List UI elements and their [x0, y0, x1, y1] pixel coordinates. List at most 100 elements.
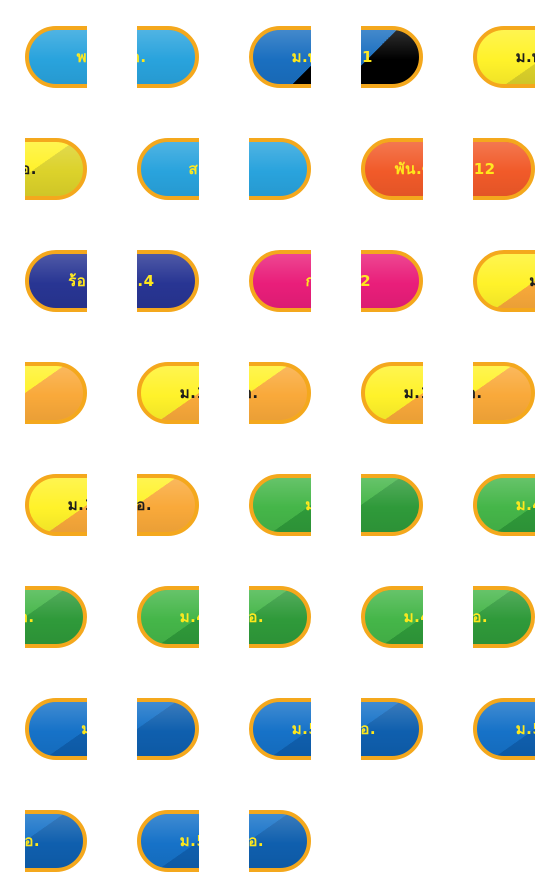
sticker-label: .1 รอ. — [249, 384, 259, 402]
sticker-label: ม.4 พัน — [179, 608, 199, 626]
sticker-tile[interactable]: กอง — [249, 250, 311, 312]
sticker-badge: 7 รอ.1 — [361, 26, 423, 88]
sticker-label: พล.12 — [361, 272, 372, 290]
sticker-label: ม.1 — [485, 254, 535, 308]
sticker-tile[interactable]: .24 รอ. — [249, 810, 311, 872]
sticker-badge: ม.1 พัน — [361, 362, 423, 424]
sticker-tile[interactable]: ม.4 — [249, 474, 311, 536]
sticker-badge: .24 รอ. — [249, 810, 311, 872]
sticker-label: รอ. — [361, 478, 405, 532]
sticker-tile[interactable]: ม.1 — [473, 250, 535, 312]
sticker-label: ม.4 พัน — [403, 608, 423, 626]
sticker-tile[interactable]: ม.4 พัน — [473, 474, 535, 536]
sticker-label: ม.1 พัน — [403, 384, 423, 402]
sticker-tile[interactable]: 29 รอ. — [25, 138, 87, 200]
sticker-label: ม.5 พัน — [179, 832, 199, 850]
sticker-badge: .12 — [249, 138, 311, 200]
sticker-tile[interactable]: .25 รอ. — [473, 586, 535, 648]
sticker-label: รม.สม.12 — [473, 160, 496, 178]
sticker-tile[interactable]: ม.1 พัน — [361, 362, 423, 424]
sticker-tile[interactable]: ม.1 พัน — [25, 474, 87, 536]
sticker-badge: ม.พัน.2 — [473, 26, 535, 88]
sticker-tile[interactable]: .2 รอ. — [137, 26, 199, 88]
sticker-tile[interactable]: รอ. — [137, 698, 199, 760]
sticker-label: 7 รอ.1 — [361, 48, 373, 66]
sticker-label: ม.5 พัน — [515, 720, 535, 738]
sticker-tile[interactable]: .3 รอ. — [473, 362, 535, 424]
sticker-tile[interactable]: พล.ม — [25, 26, 87, 88]
sticker-tile[interactable]: .17 รอ. — [137, 474, 199, 536]
sticker-label: ม.5 พัน — [291, 720, 311, 738]
sticker-label: ม.พัน.2 — [291, 48, 311, 66]
sticker-badge: .20 รอ. — [361, 698, 423, 760]
sticker-tile[interactable]: .23 รอ. — [25, 810, 87, 872]
sticker-label: ม.4 พัน — [515, 496, 535, 514]
sticker-badge: รอ. — [25, 362, 87, 424]
sticker-tile[interactable]: ม.1 พัน — [137, 362, 199, 424]
sticker-badge: .11 รอ. — [249, 586, 311, 648]
sticker-badge: รอ. — [361, 474, 423, 536]
sticker-tile[interactable]: ร้อย.สท — [25, 250, 87, 312]
sticker-badge: ม.1 พัน — [137, 362, 199, 424]
sticker-tile[interactable]: .12 — [249, 138, 311, 200]
sticker-label: ม.1 พัน — [67, 496, 87, 514]
sticker-badge: ม.4 พัน — [361, 586, 423, 648]
sticker-tile[interactable]: พล.12 — [361, 250, 423, 312]
sticker-label: .17 รอ. — [137, 496, 153, 514]
sticker-tile[interactable]: รม.สม.12 — [473, 138, 535, 200]
sticker-label: ม.4 — [261, 478, 311, 532]
sticker-label: .12 — [249, 142, 293, 196]
sticker-label: กอง — [261, 254, 311, 308]
sticker-label: ส.พัน — [188, 160, 200, 178]
sticker-tile[interactable]: ม.4 พัน — [361, 586, 423, 648]
sticker-label: ม.1 พัน — [179, 384, 199, 402]
sticker-badge: ม.1 — [473, 250, 535, 312]
sticker-badge: ร้อย.สท — [25, 250, 87, 312]
sticker-badge: ม.4 พัน — [137, 586, 199, 648]
sticker-tile[interactable]: .20 รอ. — [361, 698, 423, 760]
sticker-badge: พัน.ซบร.ก — [361, 138, 423, 200]
sticker-badge: ม.1 พัน — [25, 474, 87, 536]
sticker-badge: .25 รอ. — [473, 586, 535, 648]
sticker-label: .24 รอ. — [249, 832, 265, 850]
sticker-badge: ม.4 พัน — [473, 474, 535, 536]
sticker-badge: พล.12 — [361, 250, 423, 312]
sticker-label: รอ. — [25, 366, 69, 420]
sticker-label: 29 รอ. — [25, 160, 37, 178]
sticker-tile[interactable]: ม.5 พัน — [249, 698, 311, 760]
sticker-label: .5 รอ. — [25, 608, 35, 626]
sticker-label: .20 รอ. — [361, 720, 377, 738]
sticker-tile[interactable]: ม.พัน.2 — [249, 26, 311, 88]
sticker-badge: ส.พัน — [137, 138, 199, 200]
sticker-tile[interactable]: รอ. — [25, 362, 87, 424]
sticker-badge: ม.พัน.2 — [249, 26, 311, 88]
sticker-tile[interactable]: ส.พัน — [137, 138, 199, 200]
sticker-label: .11 รอ. — [249, 608, 265, 626]
sticker-tile[interactable]: รอ. — [361, 474, 423, 536]
sticker-tile[interactable]: ม.5 พัน — [473, 698, 535, 760]
sticker-tile[interactable]: .11 รอ. — [249, 586, 311, 648]
sticker-label: ร้อย.สท — [68, 272, 87, 290]
sticker-tile[interactable]: พัน.ซบร.ก — [361, 138, 423, 200]
sticker-badge: พล.ม — [25, 26, 87, 88]
sticker-label: ม.พัน.2 — [515, 48, 535, 66]
sticker-label: พล.ม — [76, 48, 87, 66]
sticker-tile[interactable]: ม.5 พัน — [137, 810, 199, 872]
sticker-badge: 29 รอ. — [25, 138, 87, 200]
sticker-badge: รม.สม.12 — [473, 138, 535, 200]
sticker-label: .23 รอ. — [25, 832, 41, 850]
sticker-tile[interactable]: ม.พัน.2 — [473, 26, 535, 88]
sticker-label: .สมาน.4 — [137, 272, 155, 290]
sticker-label: พัน.ซบร.ก — [394, 160, 423, 178]
sticker-badge: .1 รอ. — [249, 362, 311, 424]
sticker-badge: ม.5 พัน — [473, 698, 535, 760]
sticker-tile[interactable]: .5 รอ. — [25, 586, 87, 648]
sticker-badge: ม.5 พัน — [137, 810, 199, 872]
sticker-tile[interactable]: ม.5 — [25, 698, 87, 760]
sticker-badge: .2 รอ. — [137, 26, 199, 88]
sticker-tile[interactable]: .สมาน.4 — [137, 250, 199, 312]
sticker-tile[interactable]: 7 รอ.1 — [361, 26, 423, 88]
sticker-tile[interactable]: .1 รอ. — [249, 362, 311, 424]
sticker-tile[interactable]: ม.4 พัน — [137, 586, 199, 648]
